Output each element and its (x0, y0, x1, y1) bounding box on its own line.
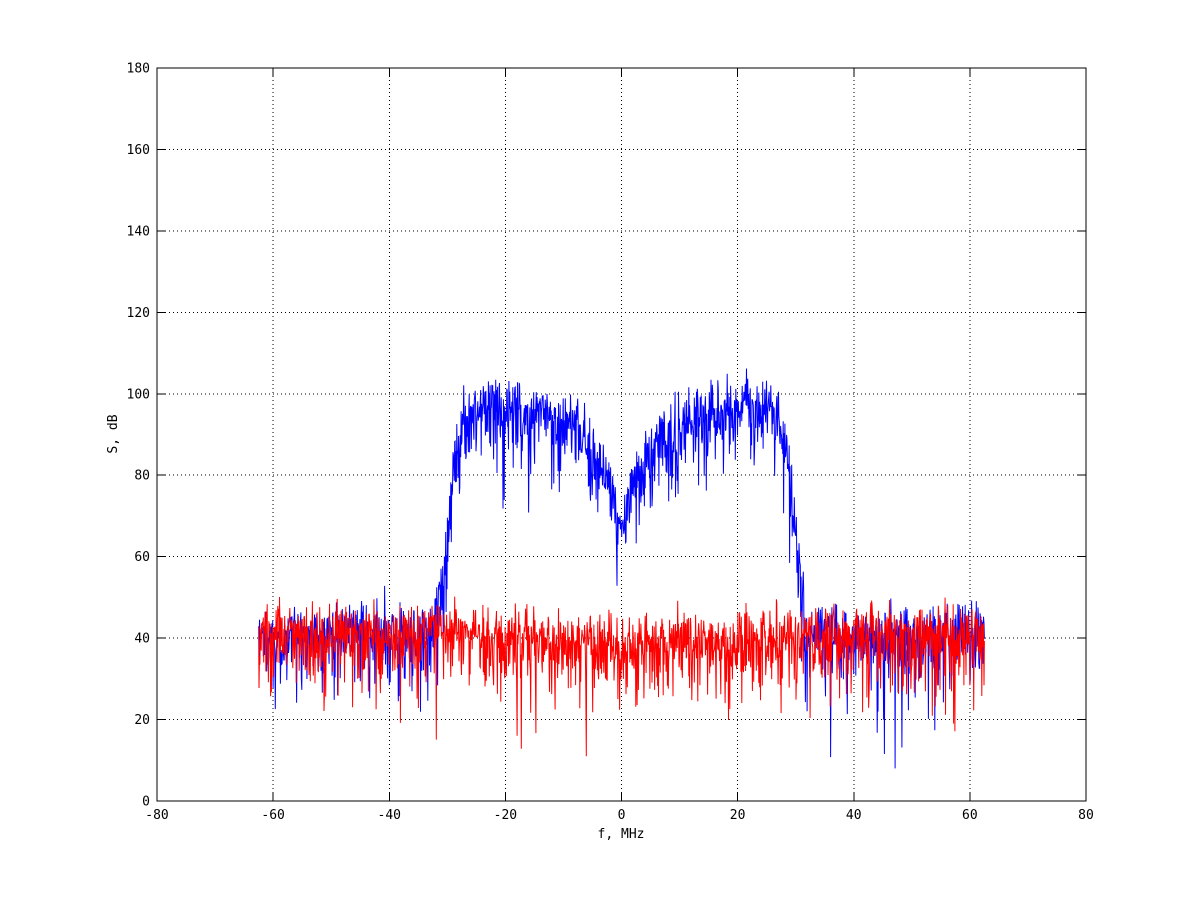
y-tick-label: 80 (134, 469, 150, 484)
y-tick-label: 180 (127, 62, 150, 77)
tick-labels: -80 -60 -40 -20 0 20 40 60 80 0 20 40 60 80 100 120 140 1… (127, 62, 1094, 824)
x-tick-label: 20 (730, 808, 746, 823)
y-tick-label: 140 (127, 224, 150, 239)
x-tick-label: -20 (494, 808, 517, 823)
y-tick-label: 60 (134, 550, 150, 565)
y-tick-label: 20 (134, 713, 150, 728)
x-tick-label: 60 (962, 808, 978, 823)
x-tick-label: 40 (846, 808, 862, 823)
tick-marks (156, 67, 1087, 802)
y-tick-label: 40 (134, 632, 150, 647)
y-axis-label: S, dB (106, 414, 121, 453)
x-tick-label: 80 (1078, 808, 1094, 823)
x-tick-label: -60 (261, 808, 284, 823)
series-traces (258, 368, 985, 769)
y-tick-label: 100 (127, 387, 150, 402)
x-tick-label: -80 (145, 808, 168, 823)
x-tick-label: 0 (618, 808, 626, 823)
y-tick-label: 0 (142, 795, 150, 810)
grid-lines (157, 68, 1086, 801)
x-axis-label: f, MHz (598, 827, 645, 842)
y-tick-label: 120 (127, 306, 150, 321)
noise-floor-spectrum-trace (258, 596, 985, 757)
y-tick-label: 160 (127, 143, 150, 158)
x-tick-label: -40 (378, 808, 401, 823)
